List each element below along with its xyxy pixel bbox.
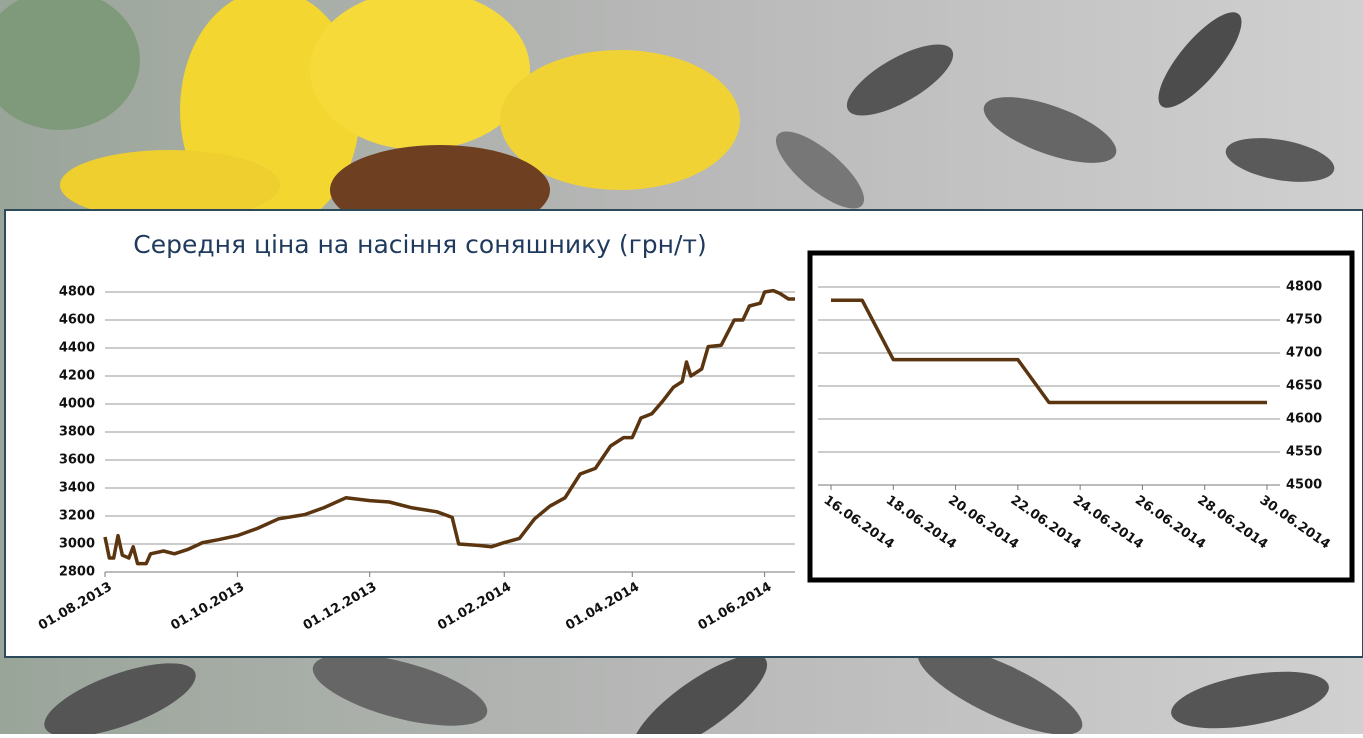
y-tick-label: 4700 [1286,346,1322,361]
y-tick-label: 4400 [59,341,95,356]
y-tick-label: 4600 [1286,412,1322,427]
y-tick-label: 4200 [59,369,95,384]
y-tick-label: 4800 [1286,280,1322,295]
y-tick-label: 2800 [59,565,95,580]
inset-panel [810,253,1352,580]
y-tick-label: 3200 [59,509,95,524]
y-tick-label: 3800 [59,425,95,440]
y-tick-label: 4000 [59,397,95,412]
y-tick-label: 3600 [59,453,95,468]
y-tick-label: 4750 [1286,313,1322,328]
y-tick-label: 4650 [1286,379,1322,394]
chart-title: Середня ціна на насіння соняшнику (грн/т… [133,230,707,259]
y-tick-label: 4600 [59,313,95,328]
y-tick-label: 4500 [1286,478,1322,493]
y-tick-label: 4800 [59,285,95,300]
y-tick-label: 4550 [1286,445,1322,460]
y-tick-label: 3000 [59,537,95,552]
y-tick-label: 3400 [59,481,95,496]
screenshot: Середня ціна на насіння соняшнику (грн/т… [0,0,1363,734]
